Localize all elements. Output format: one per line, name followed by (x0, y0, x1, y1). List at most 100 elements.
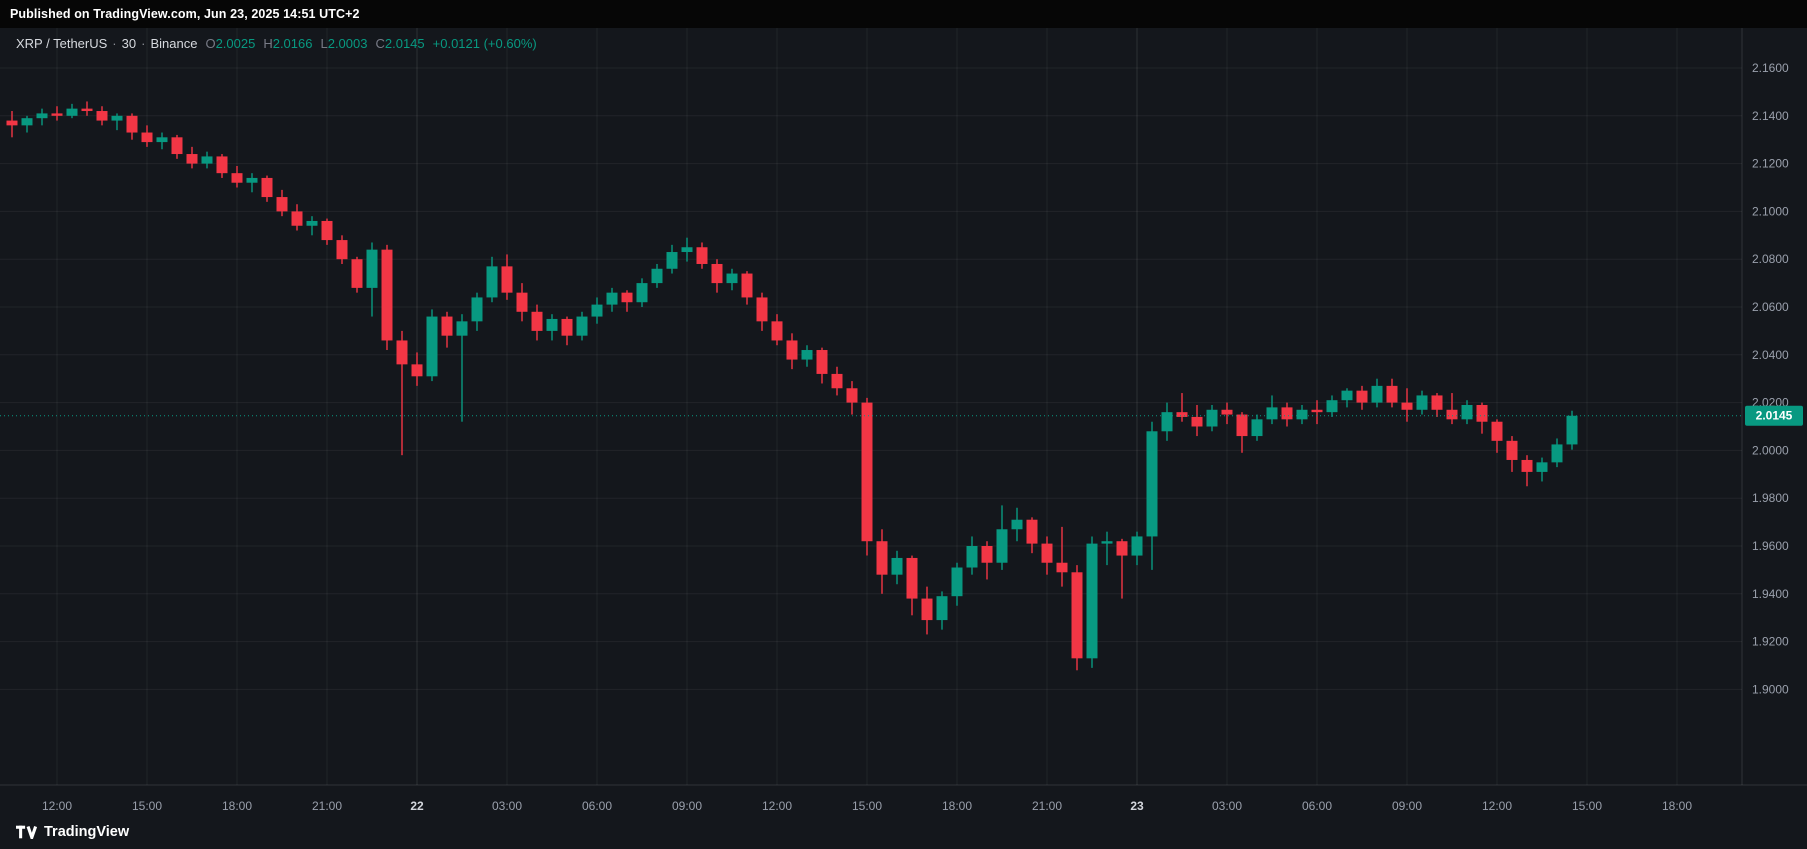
candle-body (921, 598, 933, 621)
candle-body (6, 120, 18, 126)
candle-body (1221, 409, 1233, 415)
candle (1551, 438, 1563, 468)
candle-body (621, 292, 633, 303)
candle-body (366, 249, 378, 288)
candle (426, 309, 438, 382)
candle (1506, 436, 1518, 472)
candle-body (756, 297, 768, 322)
candle (726, 268, 738, 291)
candle-body (291, 211, 303, 226)
candle (906, 555, 918, 616)
candle (1011, 507, 1023, 542)
open-key: O (205, 36, 216, 51)
time-axis-label: 18:00 (942, 799, 972, 813)
candle-body (846, 388, 858, 403)
candle-body (1056, 562, 1068, 573)
candle (891, 550, 903, 585)
time-axis[interactable] (0, 785, 1807, 849)
candle (1176, 393, 1188, 422)
candle (1326, 395, 1338, 417)
candlestick-chart[interactable]: 2.1600 2.1400 2.1200 2.1000 2.0800 2.0600 2.04… (0, 28, 1807, 849)
candle (81, 101, 93, 116)
time-axis-label: 09:00 (1392, 799, 1422, 813)
candle (1236, 412, 1248, 453)
legend-separator: · (141, 36, 146, 51)
candle (111, 113, 123, 131)
candle-body (1386, 385, 1398, 403)
candle-body (801, 350, 813, 360)
candle (1041, 536, 1053, 575)
price-axis-label: 2.0800 (1752, 252, 1789, 266)
time-axis-label: 21:00 (312, 799, 342, 813)
time-axis-label: 03:00 (1212, 799, 1242, 813)
candle-body (426, 316, 438, 377)
tradingview-wordmark: TradingView (44, 824, 130, 840)
candle (996, 505, 1008, 570)
candle-body (1551, 444, 1563, 463)
candle-body (1041, 543, 1053, 563)
candle (621, 290, 633, 312)
time-axis-label: 18:00 (1662, 799, 1692, 813)
candle (1281, 402, 1293, 427)
candle (336, 235, 348, 264)
candle (1356, 385, 1368, 410)
price-axis-label: 2.1200 (1752, 157, 1789, 171)
candle-body (636, 283, 648, 303)
candle-body (546, 318, 558, 331)
candle (741, 271, 753, 305)
candle (1071, 565, 1083, 671)
candle-body (771, 321, 783, 341)
candle (936, 591, 948, 630)
candle (786, 333, 798, 370)
candle (561, 316, 573, 346)
svg-text:2.0145: 2.0145 (1756, 409, 1793, 423)
candle (1116, 538, 1128, 599)
candle-body (1521, 459, 1533, 472)
candle (1311, 400, 1323, 425)
candle (696, 242, 708, 269)
candle-body (186, 154, 198, 164)
candle (921, 586, 933, 635)
candle (756, 292, 768, 331)
candle (1476, 402, 1488, 434)
candle (1026, 517, 1038, 554)
candle (1251, 414, 1263, 441)
candle (396, 330, 408, 456)
time-axis-label: 15:00 (852, 799, 882, 813)
candle (276, 189, 288, 217)
tradingview-logo-icon (16, 825, 37, 839)
candle-body (1461, 404, 1473, 420)
candle (21, 115, 33, 133)
interval-label[interactable]: 30 (121, 36, 137, 51)
symbol-name[interactable]: XRP / TetherUS (16, 36, 108, 51)
candle (471, 292, 483, 331)
candle-body (201, 156, 213, 164)
candle (876, 529, 888, 594)
candle (1491, 419, 1503, 453)
candle-body (1446, 409, 1458, 420)
candle (321, 218, 333, 245)
candle-body (1281, 407, 1293, 420)
price-axis[interactable] (1742, 28, 1807, 785)
candle-body (1266, 407, 1278, 420)
candle-body (171, 137, 183, 155)
candle-body (1371, 385, 1383, 403)
candle-body (396, 340, 408, 365)
candle-body (1356, 390, 1368, 403)
candle (1341, 388, 1353, 408)
time-axis-label: 22 (410, 799, 424, 813)
candle-body (606, 292, 618, 305)
exchange-label: Binance (150, 36, 198, 51)
tradingview-footer[interactable]: TradingView (16, 824, 129, 840)
candle-body (576, 316, 588, 336)
candle-body (996, 529, 1008, 563)
candle-body (351, 259, 363, 288)
time-axis-label: 09:00 (672, 799, 702, 813)
time-axis-label: 18:00 (222, 799, 252, 813)
time-axis-label: 21:00 (1032, 799, 1062, 813)
candle (351, 256, 363, 293)
candle (966, 536, 978, 575)
candle (981, 541, 993, 580)
candle-body (321, 220, 333, 241)
candle-body (1176, 412, 1188, 417)
